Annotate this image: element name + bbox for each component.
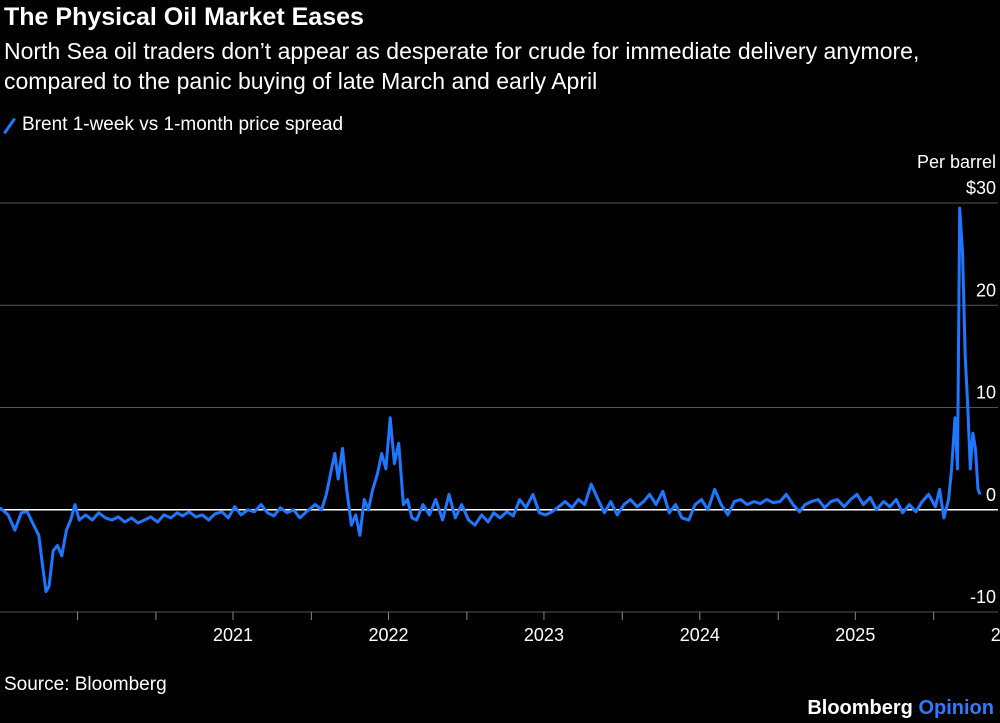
legend: Brent 1-week vs 1-month price spread xyxy=(4,114,343,136)
x-tick-label: 2026 xyxy=(991,625,1000,645)
chart-subtitle: North Sea oil traders don’t appear as de… xyxy=(4,38,920,94)
legend-label: Brent 1-week vs 1-month price spread xyxy=(22,114,344,135)
y-axis-title: Per barrel xyxy=(917,152,996,172)
x-tick-label: 2023 xyxy=(524,625,564,645)
series-layer xyxy=(0,206,982,593)
y-tick-label: 0 xyxy=(986,485,996,505)
source-note: Source: Bloomberg xyxy=(4,674,167,695)
y-tick-label: 10 xyxy=(976,383,996,403)
gridlines xyxy=(0,202,998,613)
y-tick-label: 20 xyxy=(976,280,996,300)
brand-name: Bloomberg xyxy=(807,697,913,719)
chart-title: The Physical Oil Market Eases xyxy=(4,3,364,31)
x-tick-label: 2025 xyxy=(835,625,875,645)
x-tick-label: 2022 xyxy=(368,625,408,645)
brand-suffix: Opinion xyxy=(918,697,994,719)
x-axis: 2021 2022 2023 2024 2025 2026 xyxy=(77,612,1000,645)
series-line-brent-spread xyxy=(0,206,982,593)
y-axis: Per barrel $30 20 10 0 -10 xyxy=(917,152,996,607)
y-tick-label: -10 xyxy=(970,587,996,607)
brand-logo: Bloomberg Opinion xyxy=(807,697,994,720)
y-tick-label: $30 xyxy=(966,178,996,198)
x-tick-label: 2024 xyxy=(680,625,720,645)
x-tick-label: 2021 xyxy=(213,625,253,645)
